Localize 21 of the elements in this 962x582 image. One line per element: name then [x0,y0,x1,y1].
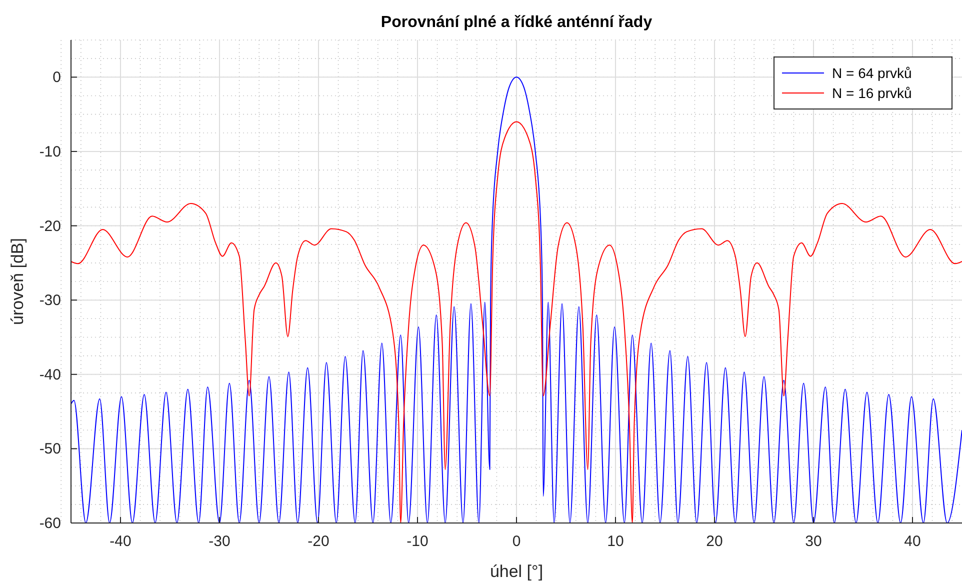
y-tick-label: -10 [39,143,61,160]
x-tick-label: -30 [208,533,230,550]
y-tick-label: -20 [39,218,61,235]
legend-label: N = 64 prvků [832,65,912,81]
y-tick-label: 0 [52,69,61,86]
x-tick-label: 20 [706,533,723,550]
y-axis-title: úroveň [dB] [8,238,27,325]
y-tick-label: -60 [39,515,61,532]
x-tick-label: -40 [110,533,132,550]
x-axis-title: úhel [°] [490,562,544,581]
x-tick-label: -10 [406,533,428,550]
y-tick-label: -30 [39,292,61,310]
x-tick-label: -20 [308,533,330,550]
x-tick-label: 10 [607,533,624,550]
chart-title: Porovnání plné a řídké anténní řady [380,14,652,31]
x-tick-label: 30 [805,533,822,550]
x-tick-label: 0 [512,533,521,550]
y-tick-label: -50 [39,440,61,458]
y-tick-label: -40 [39,366,61,384]
x-tick-label: 40 [904,533,921,550]
legend-label: N = 16 prvků [832,85,912,101]
